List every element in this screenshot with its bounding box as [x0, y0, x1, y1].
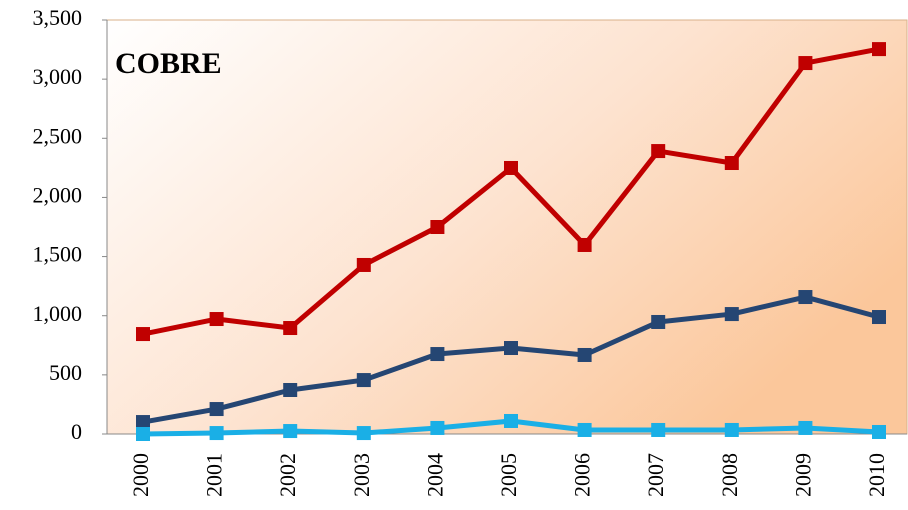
marker: [504, 413, 518, 428]
marker: [651, 314, 666, 329]
marker: [283, 424, 298, 439]
x-tick-label: 2006: [570, 453, 595, 497]
marker: [504, 341, 518, 356]
marker: [209, 402, 224, 417]
marker: [356, 373, 371, 388]
marker: [136, 415, 150, 430]
marker: [356, 257, 371, 272]
x-tick-label: 2008: [717, 453, 742, 497]
x-tick-label: 2000: [128, 453, 153, 497]
marker: [724, 156, 739, 171]
chart-title: COBRE: [115, 47, 222, 80]
y-tick-label: 2,500: [33, 123, 83, 148]
x-tick-label: 2007: [643, 453, 668, 497]
y-tick-label: 3,000: [33, 64, 83, 89]
y-tick-label: 1,000: [33, 301, 83, 326]
marker: [430, 420, 445, 435]
marker: [798, 290, 813, 305]
x-tick-label: 2004: [422, 453, 447, 497]
x-tick-label: 2001: [202, 453, 227, 497]
marker: [283, 321, 298, 336]
marker: [209, 426, 224, 441]
marker: [724, 422, 739, 437]
marker: [430, 220, 445, 234]
marker: [577, 237, 592, 252]
x-tick-label: 2009: [790, 453, 815, 497]
y-tick-label: 2,000: [33, 182, 83, 207]
marker: [798, 56, 813, 71]
y-tick-label: 3,500: [33, 5, 83, 30]
marker: [356, 426, 371, 441]
x-tick-label: 2003: [349, 453, 374, 497]
marker: [136, 327, 150, 342]
marker: [872, 42, 886, 57]
marker: [577, 347, 592, 362]
x-tick-label: 2010: [864, 453, 889, 497]
marker: [872, 424, 886, 439]
marker: [504, 160, 518, 175]
marker: [430, 347, 445, 362]
y-tick-label: 1,500: [33, 242, 83, 267]
x-tick-label: 2005: [496, 453, 521, 497]
marker: [651, 144, 666, 159]
x-tick-label: 2002: [275, 453, 300, 497]
marker: [577, 422, 592, 437]
plot-area: [106, 19, 908, 435]
marker: [209, 312, 224, 327]
marker: [724, 307, 739, 322]
marker: [651, 422, 666, 437]
marker: [872, 310, 886, 325]
y-tick-label: 0: [71, 419, 82, 444]
marker: [283, 382, 298, 397]
marker: [798, 420, 813, 435]
y-tick-label: 500: [49, 360, 82, 385]
marker: [136, 427, 150, 441]
